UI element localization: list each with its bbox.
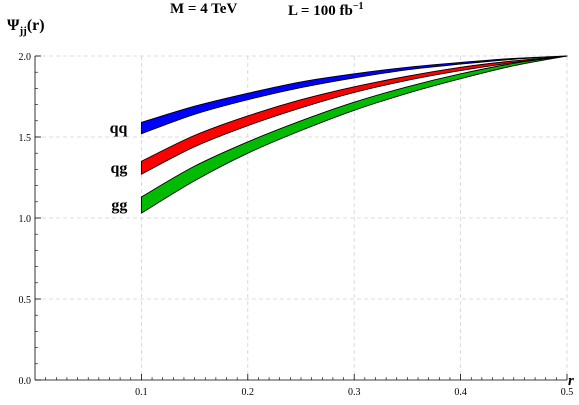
grid-lines: [35, 55, 568, 380]
data-bands: [140, 55, 568, 214]
y-tick-label: 0.5: [19, 295, 32, 306]
ticks: 0.1 0.2 0.3 0.4 0.5 0.0 0.5 1.0 1.5 2.0: [19, 52, 574, 398]
chart-title-mass: M = 4 TeV: [170, 1, 238, 17]
y-tick-label: 1.5: [19, 133, 32, 144]
y-axis-label-symbol: Ψ: [7, 17, 20, 34]
y-axis-label: Ψjj(r): [7, 17, 45, 37]
x-axis-label: r: [568, 373, 574, 389]
y-tick-label: 0.0: [19, 376, 32, 387]
x-tick-label: 0.3: [348, 387, 361, 398]
series-labels: qq qg gg: [110, 120, 128, 214]
chart-title-luminosity: L = 100 fb−1: [288, 1, 364, 20]
y-axis-label-argument: (r): [26, 17, 45, 34]
x-tick-label: 0.4: [454, 387, 467, 398]
y-tick-label: 1.0: [19, 214, 32, 225]
series-label-qq: qq: [110, 120, 128, 137]
luminosity-text: L = 100 fb: [288, 3, 353, 19]
band-gg: [140, 55, 568, 214]
y-tick-label: 2.0: [19, 52, 32, 63]
series-label-gg: gg: [111, 197, 127, 214]
series-label-qg: qg: [110, 160, 127, 177]
luminosity-exponent: −1: [352, 1, 364, 12]
y-axis-label-subscript: jj: [19, 25, 27, 38]
x-tick-label: 0.5: [561, 387, 574, 398]
x-tick-label: 0.2: [242, 387, 255, 398]
x-tick-label: 0.1: [135, 387, 148, 398]
